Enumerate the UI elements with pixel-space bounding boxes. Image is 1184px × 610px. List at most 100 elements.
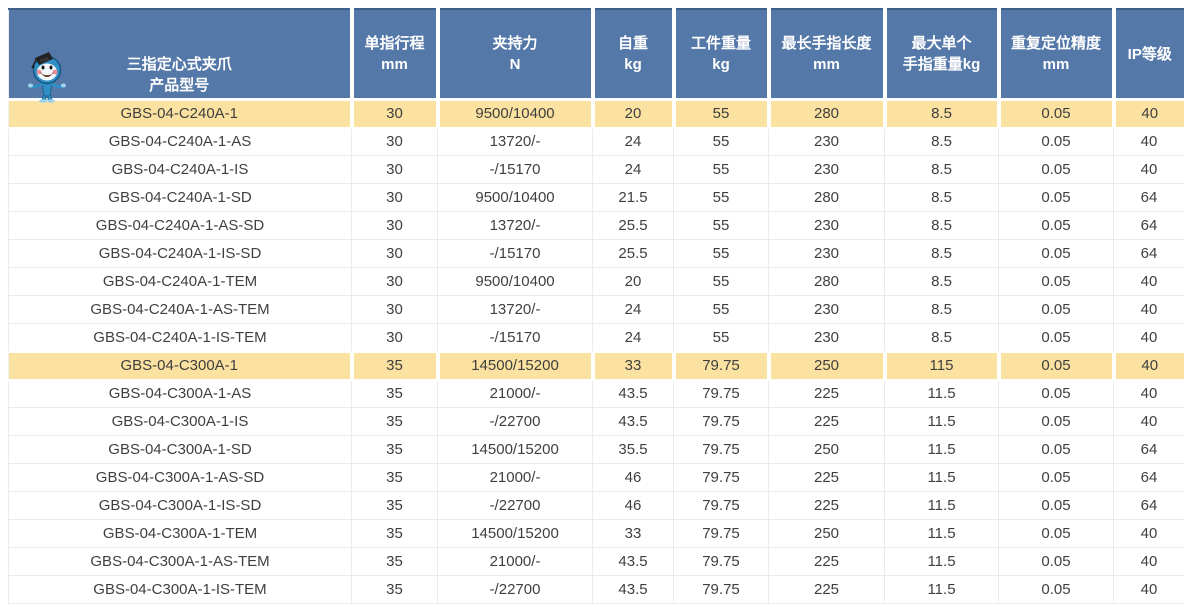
- cell-product-model: GBS-04-C240A-1-SD: [8, 183, 352, 212]
- cell-max-finger-weight: 11.5: [884, 547, 999, 576]
- cell-finger-stroke: 30: [351, 211, 438, 240]
- cell-repeat-accuracy: 0.05: [998, 267, 1114, 296]
- cell-self-weight: 20: [592, 267, 674, 296]
- cell-product-model: GBS-04-C300A-1-TEM: [8, 519, 352, 548]
- cell-max-finger-weight: 8.5: [884, 267, 999, 296]
- cell-gripping-force: -/15170: [437, 239, 593, 268]
- cell-max-finger-length: 230: [768, 211, 885, 240]
- cell-workpiece-weight: 79.75: [673, 575, 769, 604]
- cell-product-model: GBS-04-C300A-1: [8, 350, 354, 381]
- cell-workpiece-weight: 55: [673, 155, 769, 184]
- cell-max-finger-length: 230: [768, 239, 885, 268]
- table-row: GBS-04-C240A-1-IS-TEM 30 -/15170 24 55 230 8.5…: [8, 323, 1184, 352]
- col-header-finger-stroke: 单指行程 mm: [349, 8, 438, 101]
- cell-max-finger-weight: 8.5: [884, 323, 999, 352]
- table-row: GBS-04-C240A-1-AS-SD 30 13720/- 25.5 55 230 8.…: [8, 211, 1184, 240]
- cell-product-model: GBS-04-C240A-1-IS-TEM: [8, 323, 352, 352]
- cell-gripping-force: 21000/-: [437, 547, 593, 576]
- cell-workpiece-weight: 79.75: [673, 519, 769, 548]
- cell-gripping-force: 13720/-: [437, 295, 593, 324]
- cell-finger-stroke: 30: [349, 98, 440, 129]
- cell-max-finger-length: 230: [768, 155, 885, 184]
- cell-self-weight: 20: [590, 98, 676, 129]
- cell-max-finger-weight: 11.5: [884, 519, 999, 548]
- cell-self-weight: 24: [592, 127, 674, 156]
- cell-workpiece-weight: 55: [673, 295, 769, 324]
- table-row: GBS-04-C240A-1 30 9500/10400 20 55 280 8.5 0.05…: [8, 98, 1184, 129]
- cell-repeat-accuracy: 0.05: [998, 463, 1114, 492]
- cell-ip-rating: 64: [1113, 239, 1184, 268]
- table-row: GBS-04-C300A-1-IS-SD 35 -/22700 46 79.75 225 1…: [8, 491, 1184, 520]
- cell-finger-stroke: 35: [351, 491, 438, 520]
- cell-product-model: GBS-04-C300A-1-IS-SD: [8, 491, 352, 520]
- cell-gripping-force: -/22700: [437, 407, 593, 436]
- cell-max-finger-weight: 11.5: [884, 463, 999, 492]
- cell-finger-stroke: 30: [351, 127, 438, 156]
- cell-max-finger-length: 225: [768, 463, 885, 492]
- cell-finger-stroke: 35: [351, 519, 438, 548]
- cell-max-finger-weight: 11.5: [884, 435, 999, 464]
- cell-self-weight: 25.5: [592, 211, 674, 240]
- cell-ip-rating: 40: [1113, 547, 1184, 576]
- cell-repeat-accuracy: 0.05: [998, 323, 1114, 352]
- cell-max-finger-length: 230: [768, 323, 885, 352]
- cell-finger-stroke: 35: [351, 463, 438, 492]
- cell-ip-rating: 40: [1113, 323, 1184, 352]
- cell-max-finger-length: 230: [768, 295, 885, 324]
- cell-self-weight: 21.5: [592, 183, 674, 212]
- cell-finger-stroke: 30: [351, 295, 438, 324]
- col-header-repeat-accuracy: 重复定位精度 mm: [996, 8, 1114, 101]
- cell-self-weight: 25.5: [592, 239, 674, 268]
- cell-gripping-force: -/15170: [437, 323, 593, 352]
- cell-product-model: GBS-04-C300A-1-IS-TEM: [8, 575, 352, 604]
- cell-product-model: GBS-04-C300A-1-AS-TEM: [8, 547, 352, 576]
- col-header-label: 自重 kg: [617, 35, 648, 73]
- table-row: GBS-04-C300A-1-AS-TEM 35 21000/- 43.5 79.75 2…: [8, 547, 1184, 576]
- cell-ip-rating: 40: [1113, 295, 1184, 324]
- cell-max-finger-length: 280: [768, 267, 885, 296]
- cell-product-model: GBS-04-C300A-1-SD: [8, 435, 352, 464]
- table-row: GBS-04-C240A-1-SD 30 9500/10400 21.5 55 280 8.…: [8, 183, 1184, 212]
- cell-gripping-force: 21000/-: [437, 379, 593, 408]
- cell-self-weight: 35.5: [592, 435, 674, 464]
- cell-gripping-force: 9500/10400: [435, 98, 595, 129]
- cell-repeat-accuracy: 0.05: [998, 295, 1114, 324]
- cell-max-finger-weight: 11.5: [884, 379, 999, 408]
- cell-max-finger-length: 280: [766, 98, 887, 129]
- cell-ip-rating: 40: [1113, 127, 1184, 156]
- col-header-ip-rating: IP等级: [1111, 8, 1184, 101]
- cell-finger-stroke: 30: [351, 239, 438, 268]
- cell-ip-rating: 40: [1113, 519, 1184, 548]
- col-header-label: 单指行程 mm: [364, 35, 425, 73]
- cell-ip-rating: 64: [1113, 435, 1184, 464]
- cell-repeat-accuracy: 0.05: [996, 350, 1116, 381]
- cell-gripping-force: 21000/-: [437, 463, 593, 492]
- cell-workpiece-weight: 55: [671, 98, 771, 129]
- table-row: GBS-04-C240A-1-TEM 30 9500/10400 20 55 280 8.5…: [8, 267, 1184, 296]
- cell-workpiece-weight: 79.75: [673, 463, 769, 492]
- cell-finger-stroke: 30: [351, 183, 438, 212]
- cell-self-weight: 24: [592, 295, 674, 324]
- col-header-label: 三指定心式夹爪 产品型号: [126, 56, 232, 94]
- cell-max-finger-weight: 8.5: [884, 155, 999, 184]
- table-row: GBS-04-C240A-1-IS-SD 30 -/15170 25.5 55 230 8.…: [8, 239, 1184, 268]
- cell-self-weight: 43.5: [592, 407, 674, 436]
- cell-repeat-accuracy: 0.05: [998, 575, 1114, 604]
- cell-max-finger-length: 250: [768, 519, 885, 548]
- cell-max-finger-length: 230: [768, 127, 885, 156]
- cell-max-finger-weight: 8.5: [882, 98, 1001, 129]
- cell-repeat-accuracy: 0.05: [998, 127, 1114, 156]
- cell-ip-rating: 40: [1113, 407, 1184, 436]
- cell-finger-stroke: 35: [351, 435, 438, 464]
- cell-finger-stroke: 35: [349, 350, 440, 381]
- cell-finger-stroke: 35: [351, 575, 438, 604]
- table-row: GBS-04-C300A-1-AS 35 21000/- 43.5 79.75 225 11…: [8, 379, 1184, 408]
- cell-finger-stroke: 35: [351, 547, 438, 576]
- cell-self-weight: 33: [592, 519, 674, 548]
- cell-self-weight: 46: [592, 491, 674, 520]
- cell-gripping-force: 14500/15200: [437, 519, 593, 548]
- cell-self-weight: 43.5: [592, 547, 674, 576]
- col-header-label: 最长手指长度 mm: [781, 35, 872, 73]
- cell-gripping-force: 14500/15200: [435, 350, 595, 381]
- cell-ip-rating: 64: [1113, 491, 1184, 520]
